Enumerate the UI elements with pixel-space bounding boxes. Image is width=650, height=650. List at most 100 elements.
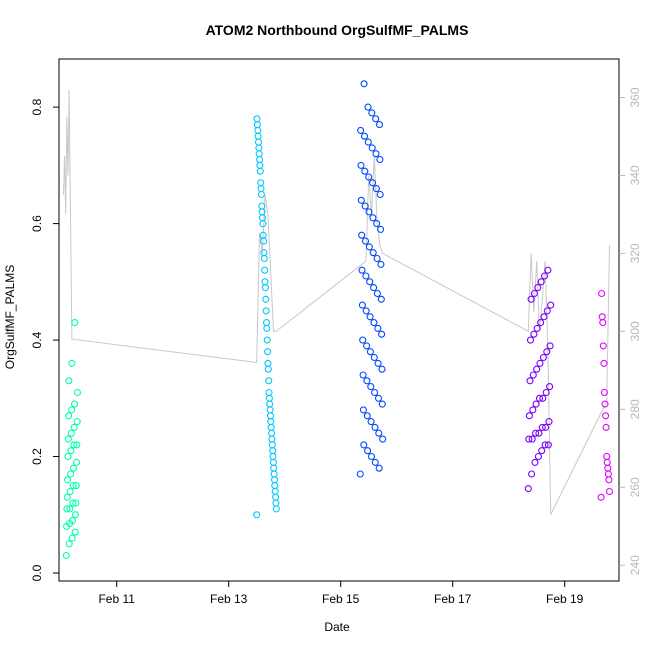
data-point (70, 400, 79, 408)
data-point (66, 487, 74, 496)
data-point (376, 155, 384, 164)
data-point (537, 319, 545, 327)
data-point (272, 499, 280, 507)
data-point (265, 377, 273, 385)
data-point (525, 435, 533, 443)
data-point (598, 289, 606, 298)
data-point (368, 144, 376, 152)
data-point (362, 272, 370, 280)
data-point (361, 237, 370, 245)
data-point (257, 190, 265, 199)
right-tick-label: 320 (628, 243, 642, 263)
data-point (272, 505, 280, 513)
data-point (257, 179, 265, 187)
data-point (360, 80, 368, 88)
data-point (256, 155, 264, 164)
data-point (262, 295, 270, 303)
data-point (63, 493, 71, 501)
right-tick-label: 240 (628, 555, 642, 575)
data-point (356, 470, 364, 478)
data-point (374, 324, 382, 332)
data-point (365, 173, 373, 181)
data-point (544, 441, 552, 449)
data-point (598, 313, 606, 321)
data-point (359, 406, 367, 414)
data-point (259, 231, 267, 239)
data-point (540, 272, 549, 280)
data-point (64, 476, 72, 484)
data-point (359, 336, 367, 344)
data-point (534, 284, 542, 292)
data-point (377, 225, 385, 233)
x-tick-label: Feb 13 (210, 592, 248, 606)
data-point (531, 458, 539, 466)
data-point (538, 423, 546, 431)
data-point (263, 324, 271, 332)
right-tick-label: 260 (628, 477, 642, 497)
data-point (260, 254, 268, 263)
right-tick-label: 340 (628, 165, 642, 185)
y-tick-label: 0.6 (30, 215, 44, 232)
data-point (546, 342, 554, 350)
data-point (268, 429, 276, 437)
data-point (376, 190, 384, 199)
right-tick-label: 360 (628, 87, 642, 107)
data-point (259, 220, 267, 228)
data-point (530, 289, 538, 298)
data-point (374, 359, 382, 367)
data-point (67, 447, 75, 455)
data-point (257, 185, 265, 193)
data-point (366, 278, 374, 286)
data-point (65, 377, 73, 385)
data-point (261, 266, 269, 274)
data-point (73, 388, 82, 397)
data-point (267, 423, 275, 431)
y-tick-label: 0.2 (30, 448, 44, 465)
data-point (544, 266, 552, 274)
data-point (272, 493, 280, 501)
data-point (262, 307, 270, 315)
data-point (529, 406, 537, 414)
data-point (258, 202, 266, 210)
data-point (360, 441, 368, 449)
data-point (542, 423, 550, 431)
data-point (265, 394, 273, 402)
data-point (266, 412, 275, 420)
data-point (373, 220, 381, 228)
data-point (70, 423, 78, 431)
data-point (364, 138, 372, 146)
data-point (358, 231, 366, 239)
data-point (373, 254, 381, 263)
data-point (269, 447, 277, 455)
data-point (601, 400, 609, 408)
data-point (258, 214, 267, 222)
data-point (535, 429, 543, 437)
data-point (66, 505, 74, 513)
data-point (68, 517, 77, 525)
data-point (539, 353, 547, 362)
data-point (261, 284, 269, 292)
x-tick-label: Feb 11 (98, 592, 135, 606)
data-point (256, 161, 264, 169)
data-point (271, 482, 279, 490)
data-point (367, 383, 375, 391)
data-point (70, 441, 78, 449)
data-point (600, 388, 608, 397)
data-point (253, 121, 261, 129)
data-point (267, 418, 275, 426)
data-points-layer (62, 80, 614, 560)
data-point (72, 499, 80, 507)
data-point (71, 319, 79, 327)
data-point (367, 418, 375, 426)
data-point (543, 307, 551, 315)
data-point (540, 313, 548, 321)
data-point (526, 377, 534, 385)
data-point (536, 359, 544, 367)
data-point (264, 359, 272, 367)
data-point (68, 534, 76, 542)
data-point (357, 196, 365, 204)
y-tick-label: 0.4 (30, 331, 44, 348)
data-point (72, 482, 80, 490)
data-point (366, 348, 374, 356)
data-point (600, 359, 608, 367)
